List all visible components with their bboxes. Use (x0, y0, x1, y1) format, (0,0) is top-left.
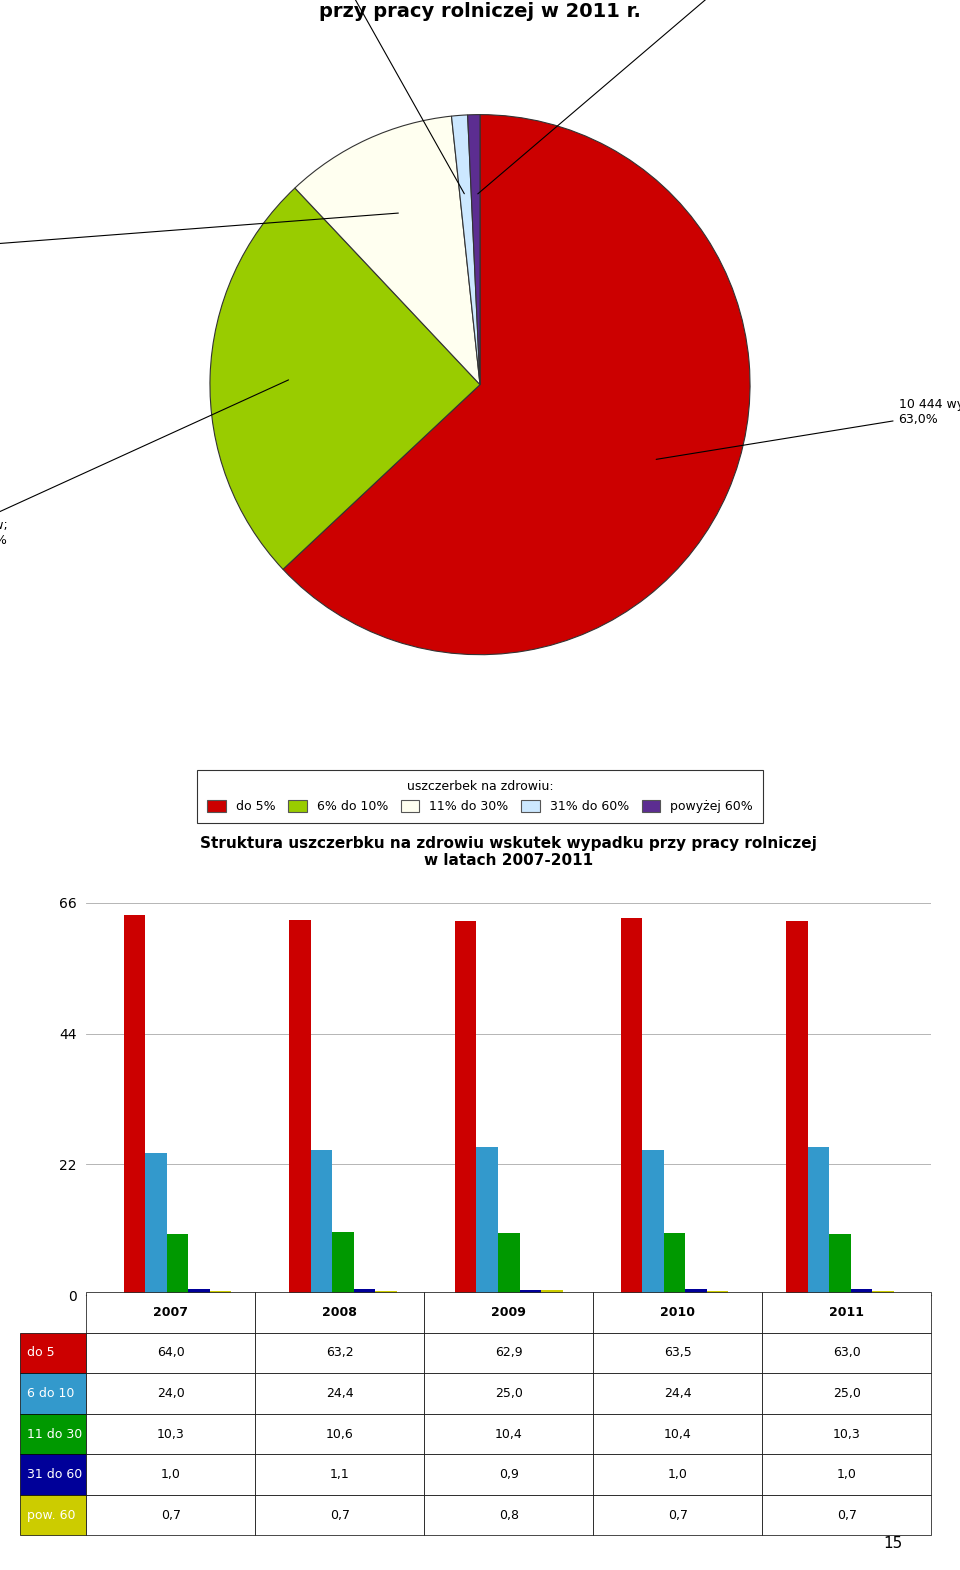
Bar (354, 1289, 375, 1295)
Bar (807, 1146, 829, 1295)
Bar (455, 922, 476, 1295)
Bar (188, 1289, 210, 1295)
Bar (851, 1289, 873, 1295)
Text: 4 138 wypadków;
25,0%: 4 138 wypadków; 25,0% (0, 380, 289, 548)
Bar (167, 1234, 188, 1295)
Title: Struktura uszczerbku na zdrowiu wskutek wypadku
przy pracy rolniczej w 2011 r.: Struktura uszczerbku na zdrowiu wskutek … (197, 0, 763, 20)
Bar (873, 1291, 894, 1295)
Bar (124, 915, 145, 1295)
Bar (311, 1151, 332, 1295)
Wedge shape (468, 115, 480, 385)
Bar (620, 918, 642, 1295)
Bar (663, 1234, 685, 1295)
Wedge shape (451, 115, 480, 385)
Text: 10 444 wypadki;
63,0%: 10 444 wypadki; 63,0% (657, 397, 960, 460)
Bar (375, 1291, 397, 1295)
Bar (829, 1234, 851, 1295)
Bar (786, 920, 807, 1295)
Text: 121 wypadków;
0,7%: 121 wypadków; 0,7% (478, 0, 794, 193)
Bar (707, 1291, 729, 1295)
Bar (210, 1291, 231, 1295)
Bar (332, 1232, 354, 1295)
Bar (685, 1289, 707, 1295)
Bar (498, 1234, 519, 1295)
Bar (145, 1152, 167, 1295)
Title: Struktura uszczerbku na zdrowiu wskutek wypadku przy pracy rolniczej
w latach 20: Struktura uszczerbku na zdrowiu wskutek … (201, 835, 817, 868)
Bar (541, 1291, 563, 1295)
Legend: do 5%, 6% do 10%, 11% do 30%, 31% do 60%, powyżej 60%: do 5%, 6% do 10%, 11% do 30%, 31% do 60%… (197, 771, 763, 823)
Text: 158 wypadków;
1,0%: 158 wypadków; 1,0% (287, 0, 465, 193)
Bar (642, 1151, 663, 1295)
Wedge shape (210, 188, 480, 570)
Wedge shape (295, 116, 480, 385)
Bar (289, 920, 311, 1295)
Bar (519, 1291, 541, 1295)
Bar (476, 1146, 498, 1295)
Text: 15: 15 (883, 1535, 902, 1551)
Wedge shape (283, 115, 750, 655)
Text: 1 713 wypadki;
10,3%: 1 713 wypadki; 10,3% (0, 214, 398, 264)
